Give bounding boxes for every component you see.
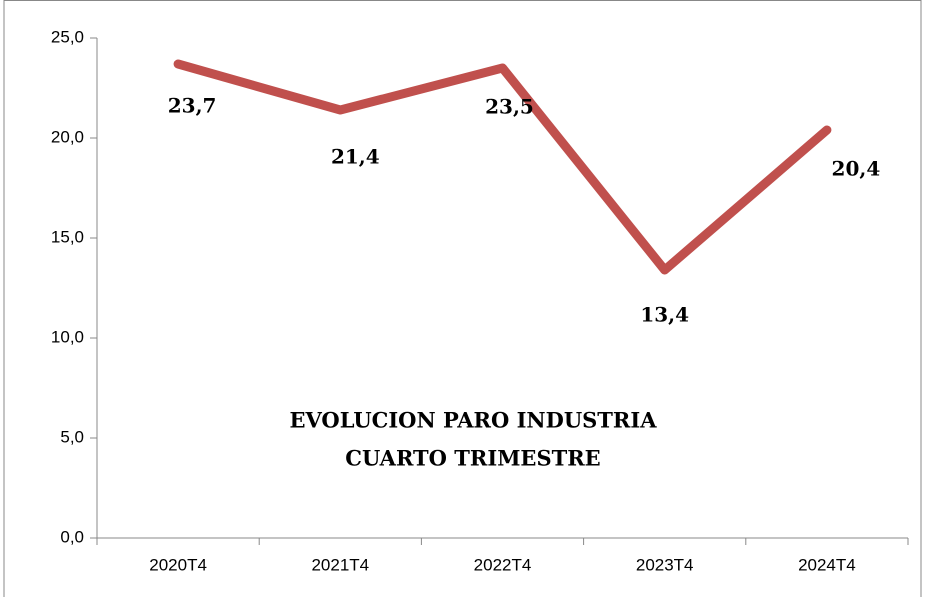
data-label: 23,7 [168, 94, 217, 118]
x-tick-label: 2022T4 [474, 555, 532, 574]
chart-border [3, 0, 922, 602]
x-tick-label: 2023T4 [636, 555, 694, 574]
y-tick-label: 25,0 [51, 27, 84, 46]
data-label: 21,4 [331, 145, 380, 169]
x-tick-label: 2020T4 [149, 555, 207, 574]
data-label: 13,4 [640, 303, 689, 327]
data-label: 23,5 [485, 95, 534, 119]
y-tick-label: 15,0 [51, 227, 84, 246]
x-tick-label: 2021T4 [311, 555, 369, 574]
chart-title: CUARTO TRIMESTRE [345, 446, 600, 471]
x-tick-label: 2024T4 [798, 555, 856, 574]
y-tick-label: 20,0 [51, 127, 84, 146]
line [173, 59, 832, 275]
chart-title: EVOLUCION PARO INDUSTRIA [289, 408, 657, 433]
y-tick-label: 10,0 [51, 327, 84, 346]
y-tick-label: 5,0 [60, 427, 84, 446]
data-label: 20,4 [832, 157, 881, 181]
y-tick-label: 0,0 [60, 527, 84, 546]
